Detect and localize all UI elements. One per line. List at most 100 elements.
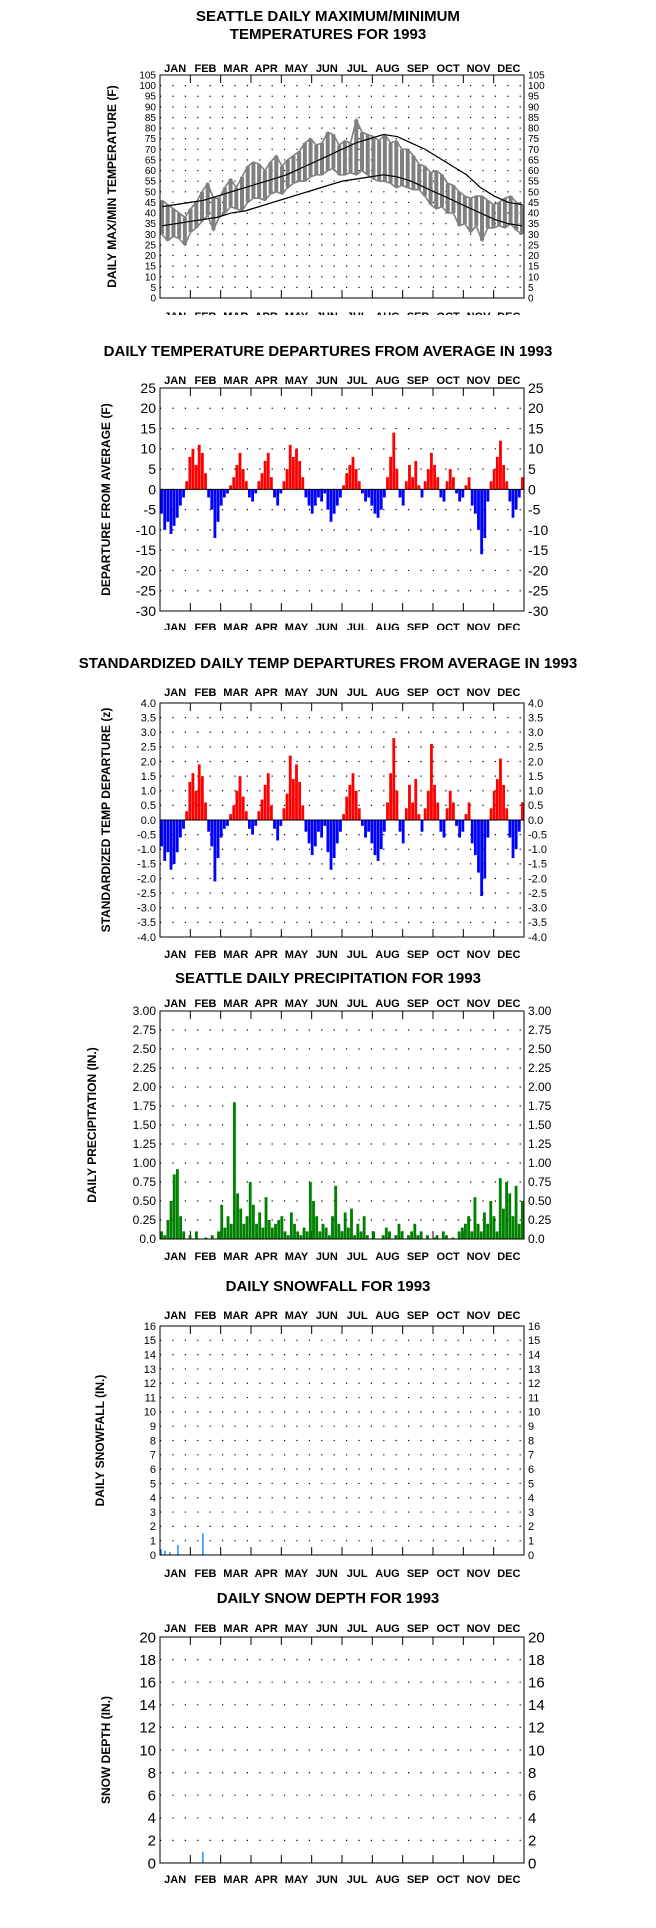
snowdepth-chart: 0 0 2 2 4 4 6 6 8 8 10 10 12 12 14 14 16 16 18 18 20 20 JAN JAN… [99, 1623, 545, 1886]
ytick-label-right: 1.75 [528, 1099, 552, 1113]
month-label-top: MAY [285, 998, 309, 1010]
ytick-label-left: 14 [144, 1349, 156, 1361]
ytick-label-right: 3.0 [528, 727, 543, 739]
month-label-bottom: JAN [164, 1568, 186, 1578]
month-label-bottom: JUN [316, 622, 338, 630]
month-label-bottom: MAR [223, 622, 248, 630]
y-axis-label: STANDARDIZED TEMP DEPARTURE (z) [99, 708, 113, 933]
month-label-bottom: OCT [437, 1568, 461, 1578]
month-label-bottom: MAR [223, 949, 248, 960]
ytick-label-right: 5 [528, 461, 536, 477]
ytick-label-right: 1.50 [528, 1118, 552, 1132]
month-label-top: SEP [407, 687, 429, 699]
ytick-label-right: 11 [528, 1392, 539, 1404]
ytick-label-left: 15 [145, 262, 157, 273]
month-label-top: JUL [347, 1310, 368, 1322]
month-label-top: AUG [375, 63, 399, 75]
ytick-label-left: 10 [139, 1742, 156, 1759]
month-label-bottom: OCT [437, 949, 461, 960]
month-label-top: APR [255, 63, 278, 75]
month-label-bottom: SEP [407, 622, 429, 630]
month-label-top: JUL [347, 375, 368, 387]
ytick-label-right: 15 [528, 420, 544, 436]
ytick-label-right: 6 [528, 1787, 536, 1804]
ytick-label-left: 2.75 [133, 1023, 157, 1037]
temp-departure-chart: -30 -30 -25 -25 -20 -20 -15 -15 -10 -10 -5 -5 0 0 5 5 10… [99, 375, 548, 630]
month-label-bottom: JUN [316, 1568, 338, 1578]
month-label-top: AUG [375, 1623, 399, 1635]
ytick-label-left: 65 [145, 155, 157, 166]
month-label-bottom: FEB [195, 1568, 217, 1578]
ytick-label-left: 18 [139, 1652, 156, 1669]
month-label-top: NOV [467, 687, 492, 699]
ytick-label-left: 1 [150, 1536, 156, 1548]
month-label-top: JAN [164, 687, 186, 699]
month-label-top: OCT [437, 63, 461, 75]
precip-title: SEATTLE DAILY PRECIPITATION FOR 1993 [175, 970, 481, 987]
month-label-top: FEB [195, 1310, 217, 1322]
month-label-bottom: SEP [407, 1568, 429, 1578]
ytick-label-right: -0.5 [528, 829, 547, 841]
ytick-label-right: 10 [528, 272, 540, 283]
ytick-label-right: 16 [528, 1674, 545, 1691]
ytick-label-left: 2 [148, 1833, 156, 1850]
ytick-label-right: 0.0 [528, 815, 543, 827]
ytick-label-left: 3.5 [141, 712, 156, 724]
ytick-label-right: 2.00 [528, 1080, 552, 1094]
ytick-label-left: -15 [136, 542, 156, 558]
ytick-label-right: -15 [528, 542, 548, 558]
month-label-top: OCT [437, 375, 461, 387]
ytick-label-right: -30 [528, 603, 548, 619]
snowdepth-panel: DAILY SNOW DEPTH FOR 1993 0 0 2 2 4 4 6 6 8 8 10 10… [0, 1585, 656, 1915]
month-label-bottom: APR [255, 1568, 278, 1578]
precip-chart: 0.0 0.0 0.25 0.25 0.50 0.50 0.75 0.75 1.00 1.00 1.… [85, 998, 552, 1262]
ytick-label-left: 0 [148, 1855, 156, 1872]
ytick-label-right: 40 [528, 209, 540, 220]
ytick-label-left: -20 [136, 562, 156, 578]
ytick-label-left: 1.25 [133, 1137, 157, 1151]
ytick-label-left: 8 [150, 1435, 156, 1447]
ytick-label-left: 3.0 [141, 727, 156, 739]
ytick-label-left: 20 [140, 400, 156, 416]
ytick-label-right: 2.25 [528, 1061, 552, 1075]
month-label-top: OCT [437, 1623, 461, 1635]
month-label-bottom: DEC [497, 1874, 520, 1886]
month-label-top: AUG [375, 998, 399, 1010]
ytick-label-right: 105 [528, 71, 545, 82]
ytick-label-right: 35 [528, 219, 540, 230]
plot-frame [159, 702, 525, 938]
ytick-label-left: 2.0 [141, 756, 156, 768]
ytick-label-right: 1.5 [528, 771, 543, 783]
month-label-bottom: JUN [316, 1251, 338, 1262]
normal-line [161, 133, 523, 208]
month-label-bottom: JUN [316, 311, 338, 315]
ytick-label-right: 0 [528, 481, 536, 497]
ytick-label-left: 25 [140, 380, 156, 396]
ytick-label-right: 18 [528, 1652, 545, 1669]
month-label-top: FEB [195, 687, 217, 699]
ytick-label-left: 1.5 [141, 771, 156, 783]
ytick-label-left: 95 [145, 92, 157, 103]
month-label-top: NOV [467, 375, 492, 387]
ytick-label-right: 75 [528, 134, 540, 145]
ytick-label-right: 0.50 [528, 1194, 552, 1208]
ytick-label-left: 2 [150, 1521, 156, 1533]
ytick-label-right: 10 [528, 441, 544, 457]
ytick-label-right: 25 [528, 380, 544, 396]
month-label-top: DEC [497, 1623, 520, 1635]
plot-frame [159, 1636, 525, 1864]
ytick-label-right: 20 [528, 251, 540, 262]
month-label-bottom: AUG [375, 622, 399, 630]
month-label-top: DEC [497, 375, 520, 387]
ytick-label-right: 14 [528, 1697, 545, 1714]
ytick-label-right: 5 [528, 1478, 534, 1490]
month-label-top: JUN [316, 375, 338, 387]
month-label-top: AUG [375, 687, 399, 699]
snowfall-title: DAILY SNOWFALL FOR 1993 [225, 1278, 431, 1295]
ytick-label-right: -20 [528, 562, 548, 578]
month-label-bottom: JUN [316, 1874, 338, 1886]
std-departure-panel: STANDARDIZED DAILY TEMP DEPARTURES FROM … [0, 644, 656, 960]
month-label-bottom: DEC [497, 1251, 520, 1262]
month-label-top: JAN [164, 63, 186, 75]
